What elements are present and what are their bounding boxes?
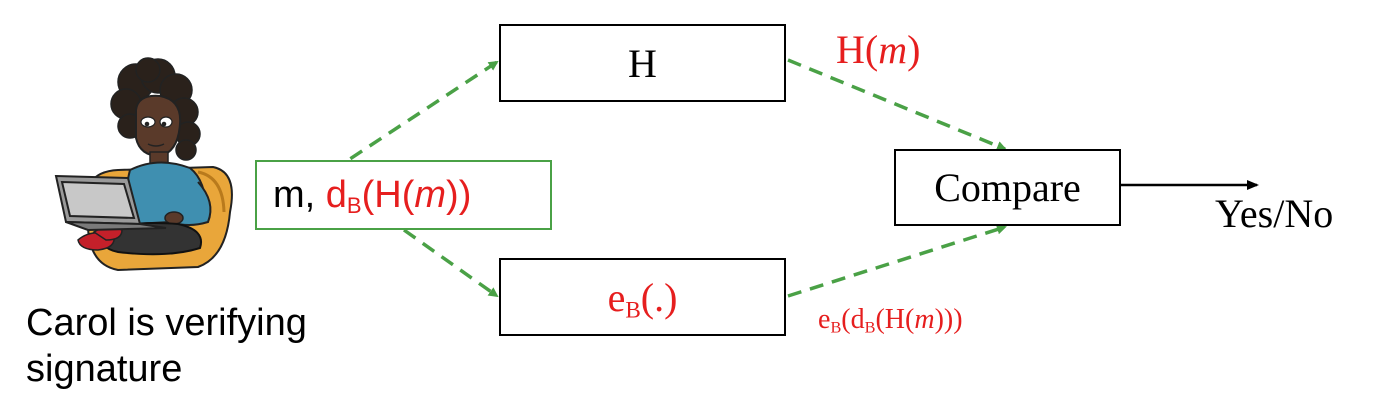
compare-label: Compare xyxy=(934,165,1081,210)
laptop xyxy=(54,174,167,232)
arrow-eb-to-compare xyxy=(787,224,1007,298)
caption-line-1: Carol is verifying xyxy=(26,302,307,344)
signed-message-box: m, dB(H(m)) xyxy=(255,160,552,230)
arrow-input-to-eb xyxy=(402,228,499,298)
decrypted-signature-label: eB(dB(H(m))) xyxy=(818,304,963,337)
signed-message-label: m, dB(H(m)) xyxy=(273,173,472,218)
legs xyxy=(100,222,202,256)
caption-line-2: signature xyxy=(26,348,183,391)
hash-label: H xyxy=(628,40,657,86)
arrow-hash-to-compare xyxy=(787,58,1007,151)
hash-output-label: H(m) xyxy=(836,27,921,72)
compare-box: Compare xyxy=(894,149,1121,226)
caption: Carol is verifying signature xyxy=(26,300,307,393)
carol-laptop-illustration xyxy=(54,57,233,272)
eb-label: eB(.) xyxy=(607,274,678,323)
hash-box: H xyxy=(499,24,786,102)
public-key-box: eB(.) xyxy=(499,258,786,336)
output-label: Yes/No xyxy=(1215,191,1334,236)
face xyxy=(135,94,182,158)
